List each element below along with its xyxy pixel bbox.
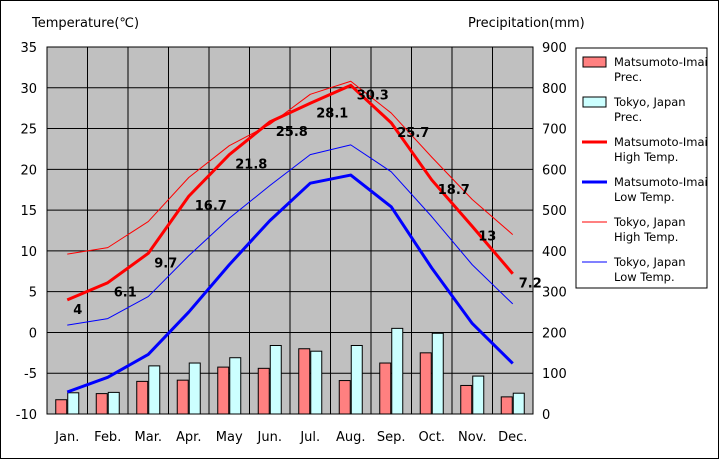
x-tick-label: Jan. bbox=[54, 430, 79, 445]
bar-matsumoto-prec bbox=[136, 380, 149, 415]
legend-label: Matsumoto-Imai bbox=[614, 55, 708, 69]
x-tick-label: Sep. bbox=[377, 430, 406, 445]
right-axis-title: Precipitation(mm) bbox=[468, 16, 585, 31]
legend-label: Tokyo, Japan bbox=[613, 255, 686, 269]
left-tick-label: 25 bbox=[20, 123, 37, 138]
data-label-high-temp: 9.7 bbox=[154, 256, 177, 271]
right-tick-label: 400 bbox=[542, 245, 567, 260]
bar-tokyo-prec bbox=[310, 350, 323, 415]
data-label-high-temp: 30.3 bbox=[357, 88, 389, 103]
left-axis-ticks: 35 30 25 20 15 10 5 0 -5 -10 bbox=[16, 41, 37, 423]
left-axis-title: Temperature(℃) bbox=[31, 16, 139, 31]
data-label-high-temp: 25.7 bbox=[397, 126, 429, 141]
left-tick-label: -10 bbox=[16, 408, 37, 423]
legend-box bbox=[575, 47, 708, 289]
precipitation-bars bbox=[55, 327, 525, 415]
bar-tokyo-prec bbox=[512, 392, 525, 415]
bar-matsumoto-prec bbox=[379, 362, 392, 415]
left-tick-label: 0 bbox=[29, 326, 37, 341]
legend-label: Matsumoto-Imai bbox=[614, 175, 708, 189]
gridlines bbox=[47, 47, 533, 414]
right-tick-label: 0 bbox=[542, 408, 550, 423]
bar-tokyo-prec bbox=[391, 327, 404, 415]
right-tick-label: 800 bbox=[542, 82, 567, 97]
bar-matsumoto-prec bbox=[95, 393, 108, 415]
data-label-high-temp: 18.7 bbox=[438, 183, 470, 198]
bar-matsumoto-prec bbox=[176, 379, 189, 415]
legend-label: Matsumoto-Imai bbox=[614, 135, 708, 149]
bar-tokyo-prec bbox=[431, 332, 444, 415]
right-tick-label: 700 bbox=[542, 123, 567, 138]
left-tick-label: 35 bbox=[20, 41, 37, 56]
left-tick-label: 30 bbox=[20, 82, 37, 97]
legend-label: Tokyo, Japan bbox=[613, 95, 686, 109]
bar-tokyo-prec bbox=[269, 344, 282, 415]
data-label-high-temp: 13 bbox=[478, 229, 496, 244]
right-tick-label: 100 bbox=[542, 367, 567, 382]
data-labels: 4 6.1 9.7 16.7 21.8 25.8 28.1 30.3 25.7 18.7 13 7.2 bbox=[73, 88, 542, 317]
temperature-lines bbox=[66, 80, 514, 394]
legend-label: High Temp. bbox=[614, 150, 678, 164]
x-tick-label: Jul. bbox=[299, 430, 320, 445]
left-tick-label: 20 bbox=[20, 163, 37, 178]
bar-matsumoto-prec bbox=[55, 399, 68, 415]
right-tick-label: 300 bbox=[542, 286, 567, 301]
bar-matsumoto-prec bbox=[419, 352, 432, 415]
data-label-high-temp: 4 bbox=[73, 303, 82, 318]
data-label-high-temp: 21.8 bbox=[235, 158, 267, 173]
bar-tokyo-prec bbox=[350, 344, 363, 415]
bar-tokyo-prec bbox=[107, 391, 120, 415]
x-tick-label: Nov. bbox=[458, 430, 487, 445]
line-matsumoto-imai-high-temp- bbox=[66, 83, 514, 302]
x-tick-label: Mar. bbox=[135, 430, 162, 445]
x-tick-label: Oct. bbox=[418, 430, 445, 445]
right-tick-label: 600 bbox=[542, 163, 567, 178]
bar-tokyo-prec bbox=[148, 365, 161, 415]
x-axis-ticks: Jan. Feb. Mar. Apr. May Jun. Jul. Aug. Sep. Oct. N… bbox=[54, 430, 527, 445]
bar-matsumoto-prec bbox=[500, 396, 513, 415]
right-axis-ticks: 900 800 700 600 500 400 300 200 100 0 bbox=[542, 41, 567, 423]
line-matsumoto-imai-low-temp- bbox=[66, 173, 514, 394]
legend-label: Low Temp. bbox=[614, 190, 675, 204]
bar-tokyo-prec bbox=[472, 375, 485, 415]
right-tick-label: 900 bbox=[542, 41, 567, 56]
data-label-high-temp: 16.7 bbox=[195, 199, 227, 214]
legend-label: Low Temp. bbox=[614, 270, 675, 284]
x-tick-label: Aug. bbox=[336, 430, 366, 445]
right-tick-label: 200 bbox=[542, 326, 567, 341]
x-tick-label: Dec. bbox=[498, 430, 527, 445]
legend-swatch-bar bbox=[582, 56, 607, 68]
bar-matsumoto-prec bbox=[298, 348, 311, 415]
data-label-high-temp: 28.1 bbox=[316, 106, 348, 121]
bar-tokyo-prec bbox=[229, 357, 242, 415]
x-tick-label: Feb. bbox=[94, 430, 121, 445]
legend-label: High Temp. bbox=[614, 230, 678, 244]
left-tick-label: 5 bbox=[29, 286, 37, 301]
data-label-high-temp: 6.1 bbox=[114, 286, 137, 301]
data-label-high-temp: 7.2 bbox=[519, 277, 542, 292]
bar-tokyo-prec bbox=[188, 362, 201, 415]
bar-matsumoto-prec bbox=[460, 384, 473, 415]
x-tick-label: May bbox=[216, 430, 243, 445]
right-tick-label: 500 bbox=[542, 204, 567, 219]
bar-matsumoto-prec bbox=[217, 366, 230, 415]
legend-swatch-bar bbox=[582, 96, 607, 108]
legend-label: Prec. bbox=[614, 70, 642, 84]
left-tick-label: -5 bbox=[24, 367, 37, 382]
left-tick-label: 15 bbox=[20, 204, 37, 219]
x-tick-label: Apr. bbox=[176, 430, 201, 445]
left-tick-label: 10 bbox=[20, 245, 37, 260]
bar-matsumoto-prec bbox=[338, 380, 351, 415]
x-tick-label: Jun. bbox=[257, 430, 282, 445]
legend-label: Prec. bbox=[614, 110, 642, 124]
bar-matsumoto-prec bbox=[257, 367, 270, 415]
legend-label: Tokyo, Japan bbox=[613, 215, 686, 229]
bar-tokyo-prec bbox=[67, 392, 80, 415]
data-label-high-temp: 25.8 bbox=[276, 125, 308, 140]
line-tokyo-japan-low-temp- bbox=[67, 144, 514, 326]
line-tokyo-japan-high-temp- bbox=[67, 80, 514, 255]
